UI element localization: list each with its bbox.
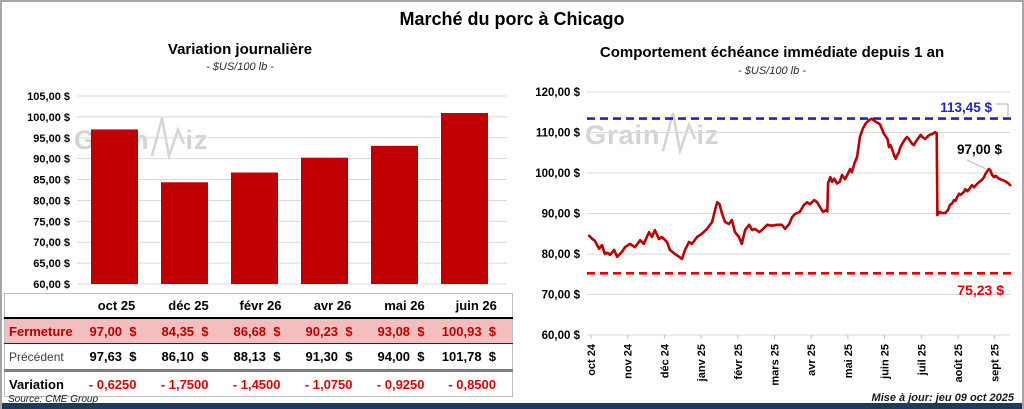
bar-chart-subtitle: - $US/100 lb - <box>206 61 274 73</box>
bar-y-tick-label: 80,00 $ <box>33 195 70 207</box>
line-y-tick-label: 100,00 $ <box>535 168 580 180</box>
line-x-tick-label: janv 25 <box>696 344 708 382</box>
line-x-tick-label: nov 24 <box>623 343 635 379</box>
price-series-line <box>587 117 1012 261</box>
table-cell: - 1,0750 <box>296 370 369 397</box>
table-cell: - 0,6250 <box>80 370 153 397</box>
line-y-tick-label: 120,00 $ <box>535 87 580 99</box>
bar-y-tick-label: 100,00 $ <box>27 112 70 124</box>
bar-y-tick-label: 65,00 $ <box>33 258 70 270</box>
source-note: Source: CME Group <box>8 394 99 405</box>
bar <box>231 172 278 284</box>
bar-y-tick-label: 70,00 $ <box>33 237 70 249</box>
table-cell: 97,00 $ <box>80 318 153 344</box>
line-x-tick-label: sept 25 <box>990 344 1002 382</box>
bar-y-tick-label: 95,00 $ <box>33 133 70 145</box>
line-chart-subtitle: - $US/100 lb - <box>738 65 806 77</box>
price-table: oct 25 déc 25 févr 26 avr 26 mai 26 juin 26 F… <box>4 293 513 397</box>
table-cell: 88,13 $ <box>224 343 297 372</box>
bar-chart-title: Variation journalière <box>167 41 313 58</box>
bar <box>91 129 138 284</box>
table-cell: - 0,9250 <box>368 370 441 397</box>
line-x-tick-label: avr 25 <box>806 344 818 376</box>
table-cell: 94,00 $ <box>368 343 441 372</box>
table-cell: 97,63 $ <box>80 343 153 372</box>
line-y-tick-label: 70,00 $ <box>542 290 581 302</box>
line-y-tick-label: 90,00 $ <box>542 209 581 221</box>
table-cell: 100,93 $ <box>440 318 513 344</box>
table-cell: 90,23 $ <box>296 318 369 344</box>
column-header: avr 26 <box>296 293 369 319</box>
update-note: Mise à jour: jeu 09 oct 2025 <box>871 392 1014 404</box>
low-reference-label: 75,23 $ <box>957 282 1004 298</box>
table-cell: - 1,4500 <box>224 370 297 397</box>
line-y-tick-label: 110,00 $ <box>536 128 581 140</box>
bottom-accent-bar <box>2 403 1022 409</box>
high-label-leader <box>996 103 1009 117</box>
bar <box>161 182 208 284</box>
line-x-tick-label: déc 24 <box>659 343 671 378</box>
column-header: juin 26 <box>440 293 513 319</box>
page-title: Marché du porc à Chicago <box>399 9 625 29</box>
table-cell: 86,10 $ <box>152 343 225 372</box>
table-cell: - 1,7500 <box>152 370 225 397</box>
bar-y-tick-label: 75,00 $ <box>33 216 70 228</box>
last-price-leader <box>966 159 987 170</box>
row-label: Précédent <box>4 343 81 372</box>
table-cell: 86,68 $ <box>224 318 297 344</box>
column-header: déc 25 <box>152 293 225 319</box>
table-cell: 91,30 $ <box>296 343 369 372</box>
line-y-tick-label: 60,00 $ <box>542 330 581 342</box>
bar <box>301 157 348 284</box>
table-row-precedent: Précédent 97,63 $86,10 $88,13 $91,30 $94,… <box>4 343 513 372</box>
table-cell: 101,78 $ <box>440 343 513 372</box>
table-cell: 84,35 $ <box>152 318 225 344</box>
column-header: mai 26 <box>368 293 441 319</box>
line-x-tick-label: oct 24 <box>586 343 598 376</box>
bar-y-tick-label: 105,00 $ <box>27 91 70 103</box>
row-label: Variation <box>4 370 81 397</box>
high-reference-label: 113,45 $ <box>940 100 992 115</box>
line-chart: 120,00 $ 110,00 $ 100,00 $ 90,00 $ 80,00 $ 70… <box>535 87 1012 386</box>
table-row-fermeture: Fermeture 97,00 $84,35 $86,68 $90,23 $93,… <box>4 318 513 344</box>
line-x-tick-label: juil 25 <box>916 344 928 376</box>
column-header: févr 26 <box>224 293 297 319</box>
bar-y-tick-label: 90,00 $ <box>33 154 70 166</box>
line-x-tick-label: mars 25 <box>770 344 782 386</box>
table-cell: - 0,8500 <box>440 370 513 397</box>
last-price-label: 97,00 $ <box>957 142 1003 157</box>
line-y-tick-label: 80,00 $ <box>542 249 581 261</box>
row-label: Fermeture <box>4 318 81 344</box>
table-corner <box>4 293 81 319</box>
bar-chart: 105,00 $ 100,00 $ 95,00 $ 90,00 $ 85,00 $ 80,… <box>27 91 507 291</box>
bar <box>441 113 488 284</box>
bar <box>371 145 418 284</box>
line-x-tick-label: févr 25 <box>733 344 745 379</box>
price-table-header: oct 25 déc 25 févr 26 avr 26 mai 26 juin 26 <box>4 293 513 319</box>
line-x-tick-label: juin 25 <box>880 344 892 380</box>
line-x-tick-label: mai 25 <box>843 344 855 378</box>
bar-y-tick-label: 85,00 $ <box>33 175 70 187</box>
line-x-tick-label: août 25 <box>953 344 965 383</box>
column-header: oct 25 <box>80 293 153 319</box>
bar-y-tick-label: 60,00 $ <box>33 279 70 291</box>
table-cell: 93,08 $ <box>368 318 441 344</box>
table-row-variation: Variation - 0,6250- 1,7500- 1,4500- 1,075… <box>4 370 513 397</box>
line-chart-title: Comportement échéance immédiate depuis 1… <box>599 44 945 61</box>
